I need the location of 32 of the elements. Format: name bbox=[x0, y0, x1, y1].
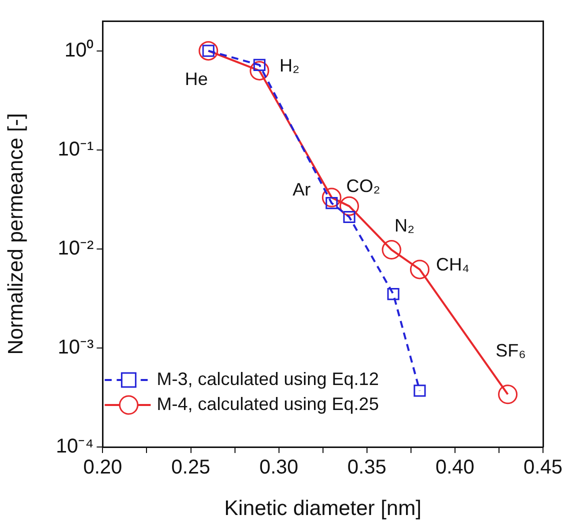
annotation: CO₂ bbox=[346, 176, 380, 196]
point bbox=[382, 240, 402, 260]
annotation: Ar bbox=[292, 180, 311, 200]
annotation: N₂ bbox=[394, 216, 415, 236]
legend-label: M-4, calculated using Eq.25 bbox=[156, 394, 379, 414]
annotation: He bbox=[184, 68, 208, 89]
x-axis-title: Kinetic diameter [nm] bbox=[224, 497, 422, 520]
legend-label: M-3, calculated using Eq.12 bbox=[156, 368, 379, 389]
y-tick-label: 10⁻² bbox=[58, 237, 94, 260]
x-tick-label: 0.25 bbox=[171, 456, 210, 479]
point bbox=[250, 60, 270, 80]
x-tick-label: 0.45 bbox=[524, 456, 562, 479]
point bbox=[410, 260, 430, 280]
annotation: SF₆ bbox=[496, 340, 526, 360]
point bbox=[414, 384, 426, 397]
y-tick-label: 10⁻³ bbox=[58, 336, 94, 358]
y-axis-title: Normalized permeance [-] bbox=[4, 113, 28, 355]
y-tick-label: 10⁰ bbox=[64, 38, 94, 62]
point bbox=[322, 188, 342, 208]
annotation: CH₄ bbox=[436, 254, 470, 274]
point bbox=[387, 288, 400, 300]
y-tick-label: 10⁻⁴ bbox=[56, 436, 94, 458]
x-tick-label: 0.40 bbox=[435, 456, 474, 479]
x-tick-label: 0.30 bbox=[259, 456, 298, 479]
point bbox=[340, 196, 360, 216]
x-tick-label: 0.35 bbox=[347, 456, 386, 479]
point bbox=[498, 384, 518, 404]
point bbox=[198, 41, 218, 61]
y-tick-label: 10⁻¹ bbox=[58, 138, 94, 160]
x-tick-label: 0.20 bbox=[83, 456, 122, 479]
point bbox=[343, 210, 356, 224]
annotation: H₂ bbox=[279, 56, 300, 76]
